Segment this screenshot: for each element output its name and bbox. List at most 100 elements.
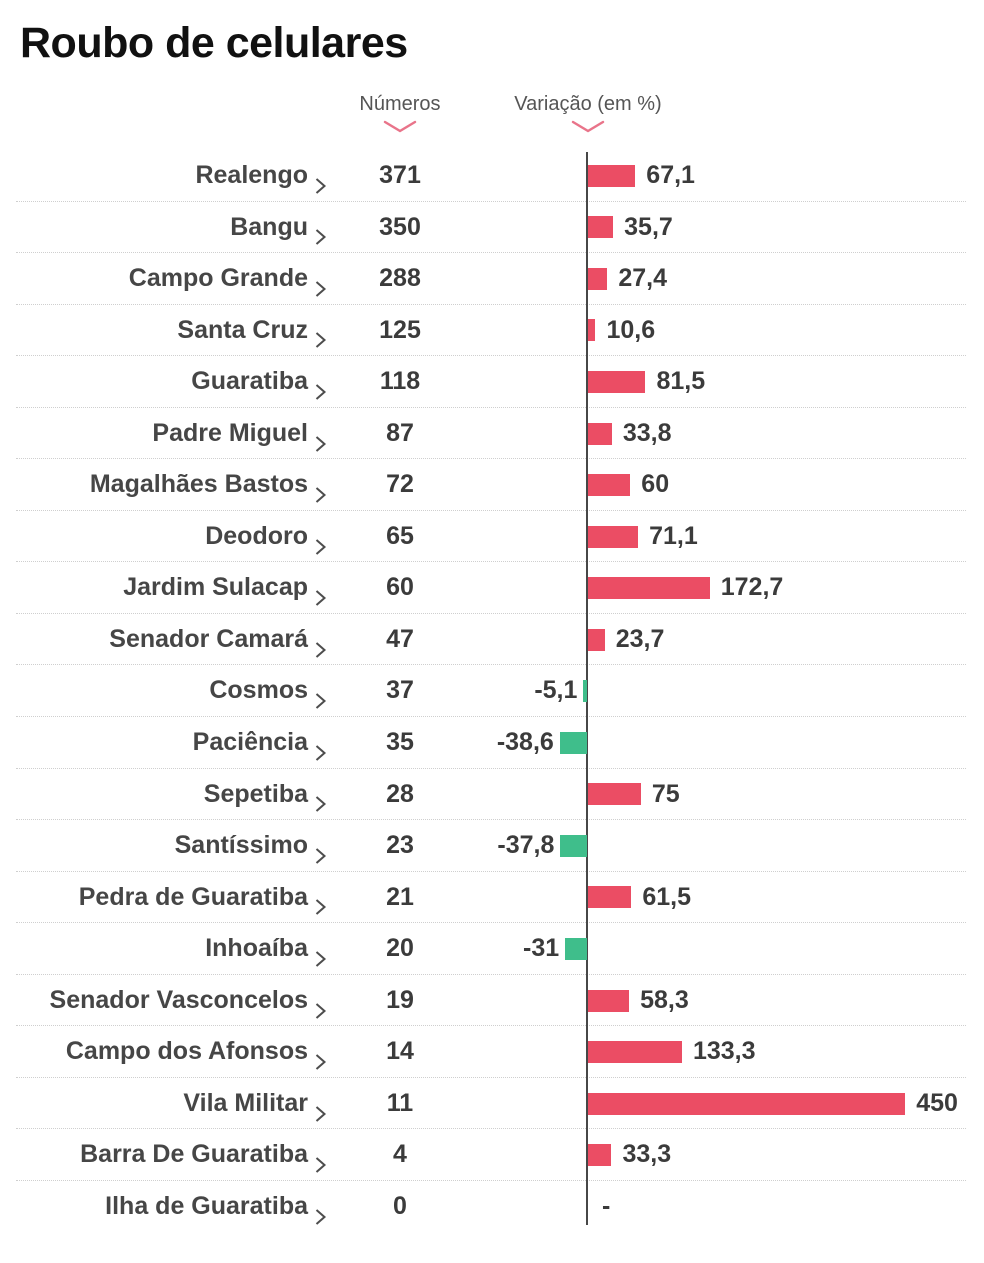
chevron-right-icon[interactable] <box>314 578 327 606</box>
chevron-right-icon[interactable] <box>314 320 327 349</box>
count-value: 14 <box>386 1037 414 1066</box>
neighborhood-label[interactable]: Barra De Guaratiba <box>80 1140 308 1169</box>
neighborhood-label[interactable]: Vila Militar <box>183 1088 308 1117</box>
neighborhood-label[interactable]: Padre Miguel <box>152 418 308 447</box>
chevron-right-icon[interactable] <box>314 887 327 916</box>
chevron-right-icon[interactable] <box>314 836 327 864</box>
count-value: 125 <box>379 315 421 344</box>
neighborhood-label[interactable]: Santa Cruz <box>177 315 308 344</box>
neighborhood-label[interactable]: Ilha de Guaratiba <box>105 1191 308 1220</box>
neighborhood-label[interactable]: Campo dos Afonsos <box>65 1037 308 1066</box>
variation-bar <box>588 319 596 342</box>
variation-bar <box>560 834 587 857</box>
count-value: 35 <box>386 728 414 757</box>
chevron-right-icon[interactable] <box>314 217 327 246</box>
count-value: 371 <box>379 161 421 189</box>
variation-bar <box>588 886 632 909</box>
variation-bar <box>588 474 631 497</box>
variation-value: -37,8 <box>497 831 555 860</box>
table-row: Deodoro 65 71,1 <box>0 511 984 563</box>
variation-value: 33,3 <box>622 1140 672 1169</box>
table-row: Pedra de Guaratiba 21 61,5 <box>0 872 984 924</box>
chevron-right-icon[interactable] <box>314 784 327 813</box>
table-row: Campo Grande 288 27,4 <box>0 253 984 305</box>
variation-bar <box>588 422 612 445</box>
table-row: Jardim Sulacap 60 172,7 <box>0 562 984 614</box>
table-row: Barra De Guaratiba 4 33,3 <box>0 1129 984 1181</box>
column-header-numeros: Números <box>340 93 460 133</box>
chevron-right-icon[interactable] <box>314 681 327 709</box>
variation-bar <box>588 1144 612 1167</box>
chevron-right-icon[interactable] <box>314 527 327 555</box>
neighborhood-label[interactable]: Campo Grande <box>128 264 308 293</box>
chart-rows: Realengo 371 67,1 Bangu 350 35,7 Campo Grande 2… <box>0 150 984 1232</box>
variation-value: 27,4 <box>618 264 667 293</box>
neighborhood-label[interactable]: Cosmos <box>209 676 308 705</box>
variation-value: 81,5 <box>656 367 706 396</box>
chevron-right-icon[interactable] <box>314 939 327 967</box>
table-row: Padre Miguel 87 33,8 <box>0 408 984 460</box>
neighborhood-label[interactable]: Deodoro <box>205 521 308 550</box>
table-row: Realengo 371 67,1 <box>0 150 984 202</box>
neighborhood-label[interactable]: Paciência <box>192 728 308 757</box>
neighborhood-label[interactable]: Bangu <box>230 212 308 241</box>
neighborhood-label[interactable]: Pedra de Guaratiba <box>78 882 308 911</box>
table-row: Guaratiba 118 81,5 <box>0 356 984 408</box>
variation-bar <box>588 783 641 806</box>
neighborhood-label[interactable]: Jardim Sulacap <box>123 573 308 602</box>
variation-value: 133,3 <box>692 1037 756 1066</box>
chevron-right-icon[interactable] <box>314 1145 327 1173</box>
chevron-right-icon[interactable] <box>314 1042 327 1070</box>
neighborhood-label[interactable]: Santíssimo <box>174 831 308 860</box>
table-row: Inhoaíba 20 -31 <box>0 923 984 975</box>
variation-value: 61,5 <box>642 882 692 911</box>
variation-bar <box>565 938 587 960</box>
variation-value: 450 <box>916 1088 958 1117</box>
neighborhood-label[interactable]: Sepetiba <box>203 779 308 808</box>
axis-line <box>586 152 588 1225</box>
neighborhood-label[interactable]: Guaratiba <box>191 367 308 396</box>
chevron-right-icon[interactable] <box>314 475 327 503</box>
neighborhood-label[interactable]: Senador Camará <box>109 624 308 653</box>
chevron-right-icon[interactable] <box>314 991 327 1019</box>
variation-value: 33,8 <box>622 418 672 447</box>
count-value: 87 <box>386 418 414 447</box>
table-row: Magalhães Bastos 72 60 <box>0 459 984 511</box>
chevron-right-icon[interactable] <box>314 166 327 194</box>
variation-value: -38,6 <box>496 728 554 757</box>
count-value: 37 <box>386 676 414 705</box>
variation-bar <box>588 628 605 651</box>
count-value: 47 <box>386 624 414 653</box>
table-row: Sepetiba 28 75 <box>0 769 984 821</box>
variation-bar <box>559 731 587 754</box>
chevron-right-icon[interactable] <box>314 733 327 761</box>
neighborhood-label[interactable]: Senador Vasconcelos <box>49 985 308 1014</box>
neighborhood-label[interactable]: Realengo <box>195 161 308 189</box>
count-value: 350 <box>379 212 421 241</box>
chevron-right-icon[interactable] <box>314 269 327 297</box>
count-value: 60 <box>386 573 414 602</box>
neighborhood-label[interactable]: Magalhães Bastos <box>89 470 308 499</box>
column-header-variacao-label: Variação (em %) <box>514 93 662 115</box>
chevron-right-icon[interactable] <box>314 424 327 452</box>
variation-value: 67,1 <box>646 161 695 189</box>
chevron-down-icon <box>571 120 605 133</box>
chevron-right-icon[interactable] <box>314 630 327 658</box>
chevron-down-icon <box>383 120 417 133</box>
table-row: Vila Militar 11 450 <box>0 1078 984 1130</box>
variation-value: 71,1 <box>649 521 698 550</box>
chevron-right-icon[interactable] <box>314 1094 327 1122</box>
table-row: Senador Vasconcelos 19 58,3 <box>0 975 984 1027</box>
chevron-right-icon[interactable] <box>314 1197 327 1225</box>
column-headers: Números Variação (em %) <box>0 93 984 145</box>
count-value: 65 <box>386 521 414 550</box>
count-value: 4 <box>393 1140 407 1169</box>
variation-value: 60 <box>641 470 670 499</box>
count-value: 118 <box>379 367 421 396</box>
count-value: 288 <box>379 264 421 293</box>
neighborhood-label[interactable]: Inhoaíba <box>205 934 308 963</box>
count-value: 21 <box>386 882 414 911</box>
table-row: Senador Camará 47 23,7 <box>0 614 984 666</box>
chevron-right-icon[interactable] <box>314 372 327 400</box>
